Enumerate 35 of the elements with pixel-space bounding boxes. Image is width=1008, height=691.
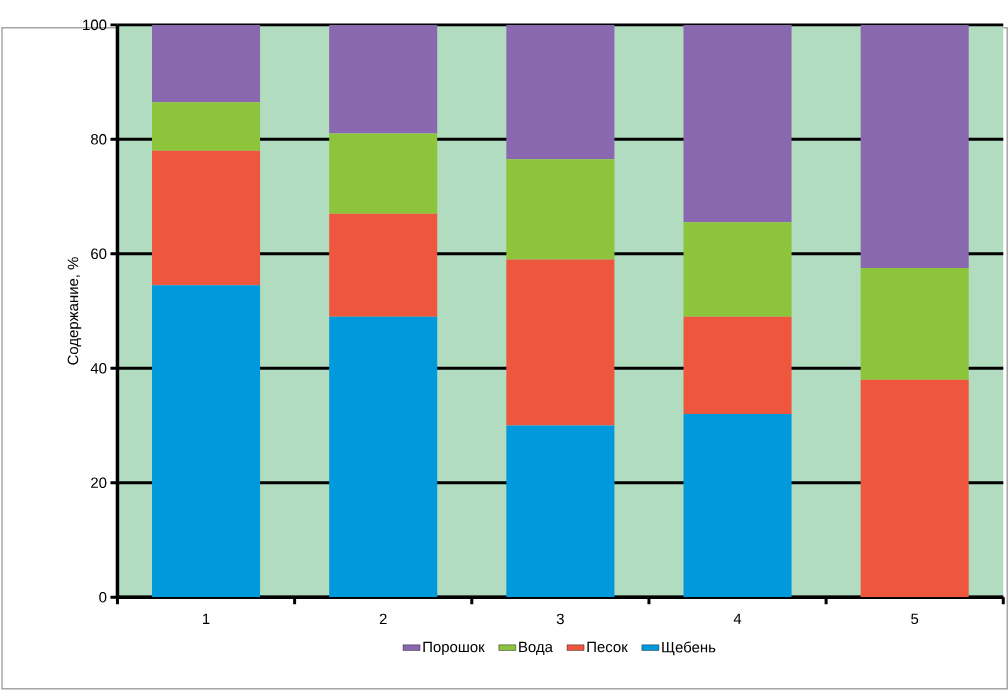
legend-label: Порошок [423,641,485,656]
bar [329,25,438,134]
y-tick-label: 80 [91,134,107,145]
y-axis-title: Содержание, % [67,257,82,365]
bar [329,316,438,598]
bar [683,25,792,223]
y-tick-label: 0 [99,592,107,603]
bar [329,133,438,214]
bar [506,159,615,260]
bar [860,379,969,598]
bar [683,414,792,598]
bar [152,102,261,151]
bar [683,222,792,317]
bar [152,150,261,286]
bar [683,316,792,415]
x-tick-label: 4 [733,613,742,625]
bar [506,259,615,426]
x-tick-label: 3 [556,613,564,625]
bar [329,213,438,317]
legend-label: Щебень [662,641,716,656]
y-tick-label: 20 [91,477,107,489]
bar [152,25,261,103]
y-tick-label: 100 [83,19,107,31]
bar [506,25,615,160]
bar [506,425,615,598]
bar [152,285,261,598]
legend-label: Песок [587,641,628,653]
bar [860,25,969,269]
y-tick-label: 40 [90,363,107,374]
y-tick-label: 60 [91,248,107,260]
legend-label: Вода [519,641,553,656]
x-tick-label: 1 [203,613,210,625]
x-tick-label: 5 [911,613,919,625]
x-tick-label: 2 [379,613,387,625]
bar [860,268,969,380]
